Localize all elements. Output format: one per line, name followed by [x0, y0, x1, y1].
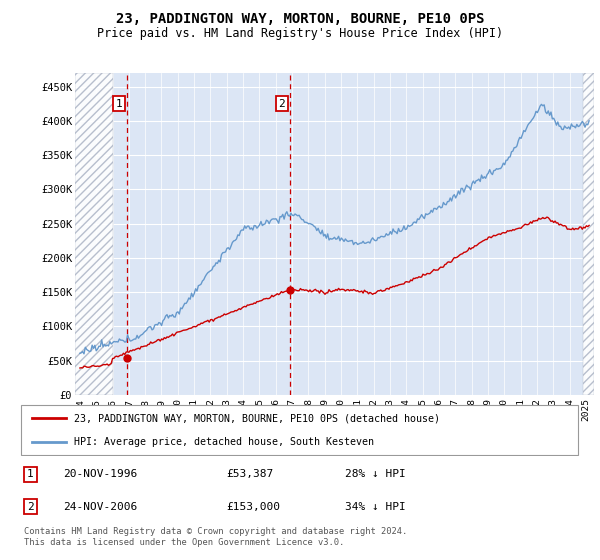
Text: 2: 2 [27, 502, 34, 512]
Text: 24-NOV-2006: 24-NOV-2006 [63, 502, 137, 512]
Text: 2: 2 [278, 99, 286, 109]
Text: Price paid vs. HM Land Registry's House Price Index (HPI): Price paid vs. HM Land Registry's House … [97, 27, 503, 40]
Text: HPI: Average price, detached house, South Kesteven: HPI: Average price, detached house, Sout… [74, 436, 374, 446]
FancyBboxPatch shape [21, 405, 578, 455]
Text: 1: 1 [115, 99, 122, 109]
Text: 1: 1 [27, 469, 34, 479]
Text: 28% ↓ HPI: 28% ↓ HPI [345, 469, 406, 479]
Text: £153,000: £153,000 [227, 502, 281, 512]
Text: 23, PADDINGTON WAY, MORTON, BOURNE, PE10 0PS: 23, PADDINGTON WAY, MORTON, BOURNE, PE10… [116, 12, 484, 26]
Text: 23, PADDINGTON WAY, MORTON, BOURNE, PE10 0PS (detached house): 23, PADDINGTON WAY, MORTON, BOURNE, PE10… [74, 413, 440, 423]
Text: 34% ↓ HPI: 34% ↓ HPI [345, 502, 406, 512]
Text: Contains HM Land Registry data © Crown copyright and database right 2024.
This d: Contains HM Land Registry data © Crown c… [23, 528, 407, 547]
Text: 20-NOV-1996: 20-NOV-1996 [63, 469, 137, 479]
Text: £53,387: £53,387 [227, 469, 274, 479]
